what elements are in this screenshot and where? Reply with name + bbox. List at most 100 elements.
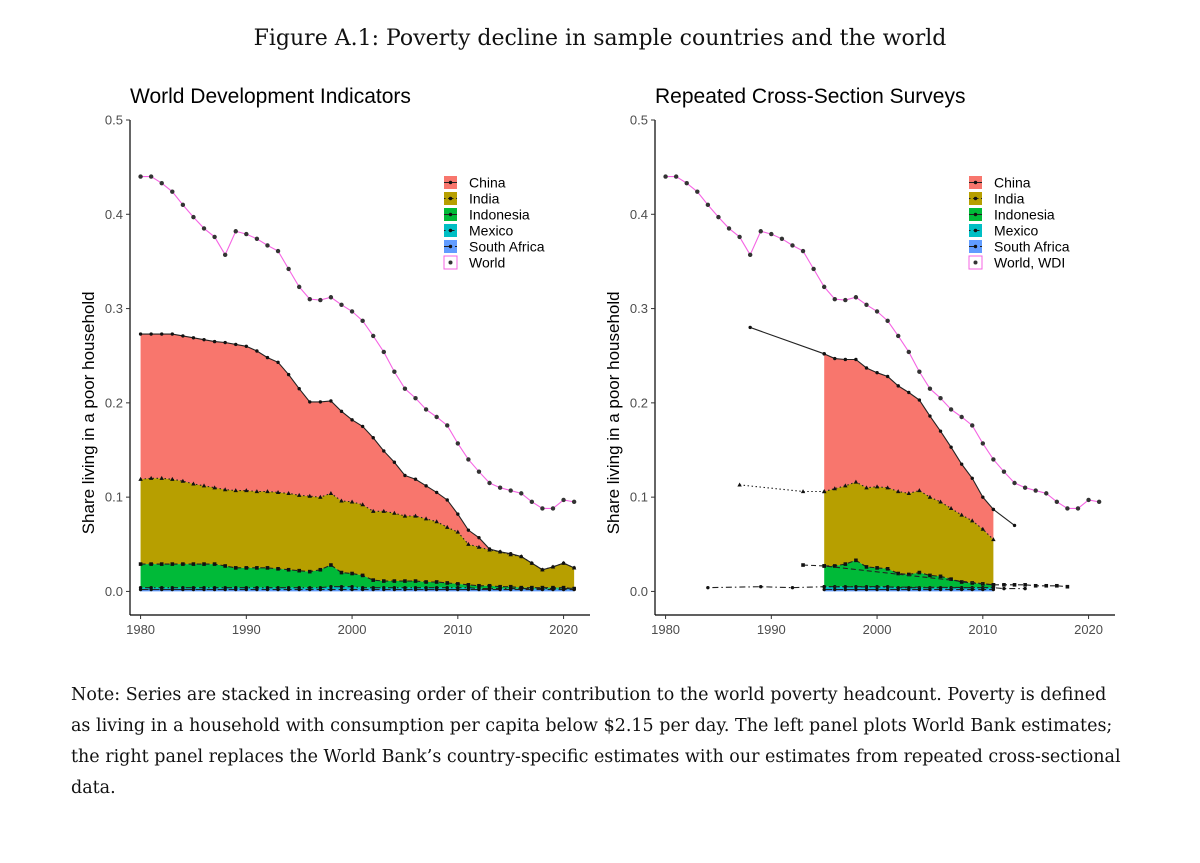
point-world	[371, 333, 376, 339]
point-indonesia-extra	[1012, 583, 1017, 587]
point-india	[360, 502, 365, 507]
point-south-africa	[392, 587, 397, 592]
point-world	[233, 229, 238, 234]
point-indonesia	[371, 578, 376, 582]
point-south-africa	[329, 587, 333, 592]
point-south-africa	[265, 587, 270, 592]
legend-marker-china	[448, 180, 453, 185]
point-world	[138, 174, 143, 179]
legend-label: Indonesia	[994, 207, 1055, 223]
point-south-africa	[234, 587, 238, 592]
point-south-africa	[530, 587, 534, 592]
point-indonesia	[832, 564, 837, 568]
point-indonesia	[350, 571, 354, 576]
point-world	[906, 349, 911, 355]
point-south-africa	[843, 587, 848, 592]
point-world	[1096, 499, 1102, 505]
point-china	[360, 424, 365, 429]
legend-entry-world-wdi: World, WDI	[968, 255, 1065, 271]
line-china-extra	[993, 508, 1015, 526]
point-india-extra	[737, 482, 742, 487]
legend-marker-china	[973, 180, 978, 185]
point-indonesia	[477, 583, 481, 588]
point-south-africa	[498, 587, 502, 592]
point-china	[318, 400, 323, 404]
point-world	[1001, 469, 1007, 474]
point-south-africa	[875, 587, 879, 592]
point-world	[244, 231, 249, 237]
point-china	[403, 473, 407, 478]
legend-label: India	[994, 191, 1025, 207]
point-china-extra	[991, 507, 996, 512]
point-south-africa	[191, 587, 196, 592]
point-india	[885, 485, 890, 490]
point-indonesia	[318, 567, 323, 572]
point-china	[170, 332, 174, 336]
point-south-africa	[276, 587, 280, 592]
point-south-africa	[434, 587, 439, 592]
point-indonesia	[445, 581, 450, 585]
point-south-africa	[413, 587, 418, 592]
point-world	[885, 318, 890, 324]
point-indonesia	[508, 584, 513, 589]
y-tick-label: 0.3	[630, 301, 648, 316]
point-world	[571, 499, 577, 505]
legend-marker-south-africa	[448, 244, 453, 249]
point-indonesia-extra	[1044, 583, 1049, 588]
point-world	[254, 236, 260, 241]
point-mexico	[339, 585, 344, 589]
area-indonesia	[140, 564, 575, 589]
point-india	[349, 499, 355, 504]
point-india	[508, 552, 513, 557]
point-china	[907, 390, 911, 395]
area-india	[824, 482, 994, 585]
point-indonesia	[875, 566, 879, 570]
point-world	[318, 297, 323, 303]
point-india	[201, 483, 207, 488]
legend-entry-indonesia: Indonesia	[969, 207, 1055, 223]
point-mexico-extra	[1023, 586, 1027, 591]
point-south-africa	[223, 587, 227, 592]
point-china-extra	[1012, 523, 1017, 528]
y-tick-label: 0.4	[105, 207, 123, 222]
chart-wdi: World Development Indicators Share living…	[79, 85, 590, 637]
point-world	[466, 457, 471, 462]
area-china	[824, 353, 994, 540]
line-china	[140, 333, 575, 571]
chart-title: Repeated Cross-Section Surveys	[655, 85, 965, 108]
point-china	[970, 476, 974, 480]
point-indonesia-extra	[822, 564, 826, 568]
point-south-africa	[466, 587, 471, 592]
point-south-africa	[371, 587, 375, 592]
point-world	[519, 491, 524, 496]
point-south-africa	[424, 587, 428, 592]
point-south-africa	[519, 587, 523, 592]
legend-marker-indonesia	[973, 212, 978, 217]
point-india	[529, 560, 535, 565]
point-world	[423, 407, 429, 412]
point-india	[938, 499, 943, 504]
point-china-extra	[748, 325, 752, 330]
legend-entry-world: World	[443, 255, 505, 271]
y-axis-label: Share living in a poor household	[79, 291, 98, 534]
point-world	[286, 266, 291, 272]
point-south-africa	[360, 587, 365, 592]
point-south-africa	[833, 587, 837, 592]
point-mexico	[329, 585, 333, 589]
point-china	[382, 449, 386, 453]
point-indonesia	[244, 566, 249, 570]
point-china	[434, 490, 439, 495]
point-indonesia	[233, 566, 238, 570]
point-world	[540, 506, 545, 511]
legend-label: Mexico	[469, 223, 514, 239]
point-world	[758, 229, 763, 234]
point-world	[1012, 480, 1017, 486]
legend-marker-south-africa	[973, 244, 978, 249]
point-india	[318, 494, 323, 499]
point-china	[339, 409, 344, 414]
point-indonesia	[403, 579, 407, 583]
point-indonesia	[181, 562, 185, 566]
point-china	[308, 400, 312, 404]
point-world	[159, 180, 164, 186]
point-world	[1044, 491, 1049, 496]
